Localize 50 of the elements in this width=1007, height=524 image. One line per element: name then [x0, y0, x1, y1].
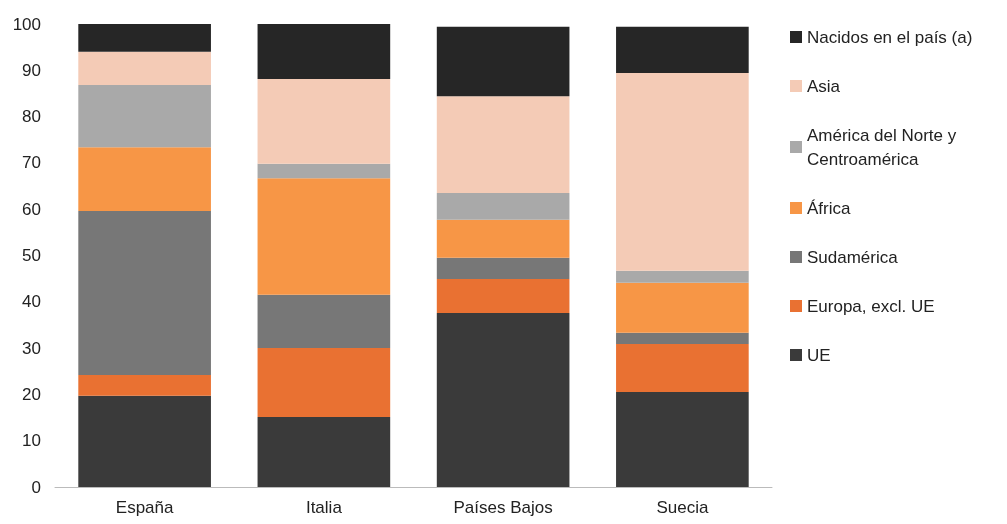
legend-label: Sudamérica [807, 247, 899, 267]
bar [78, 51, 211, 86]
bar [257, 163, 391, 179]
bar [78, 24, 211, 52]
y-tick-label: 100 [12, 14, 41, 34]
bar [257, 79, 391, 164]
bar [436, 279, 570, 313]
bar [436, 312, 570, 487]
bar [616, 343, 749, 393]
legend-label: Europa, excl. UE [807, 296, 935, 316]
bar [257, 178, 391, 295]
bar [616, 270, 749, 283]
y-tick-label: 40 [22, 292, 41, 312]
bar [616, 73, 749, 271]
y-tick-label: 60 [22, 199, 41, 219]
legend-label: Nacidos en el país (a) [807, 27, 973, 47]
y-tick-label: 90 [22, 60, 41, 80]
bar [257, 24, 391, 80]
bar [78, 147, 211, 212]
y-tick-label: 50 [22, 246, 41, 265]
legend-label: África [807, 198, 851, 218]
bar [78, 85, 211, 148]
y-tick-label: 10 [22, 431, 41, 451]
x-tick-label: España [115, 498, 174, 517]
bar [78, 374, 211, 396]
bar [78, 211, 211, 375]
bar [78, 395, 211, 487]
bar [436, 96, 570, 193]
bar [436, 219, 570, 258]
bar [257, 417, 391, 487]
y-tick-label: 0 [31, 477, 41, 497]
bar [257, 294, 391, 349]
legend-label: Asia [807, 76, 841, 96]
x-tick-label: Suecia [656, 498, 709, 517]
bar [436, 193, 570, 220]
y-tick-label: 70 [22, 153, 41, 173]
bar [616, 26, 749, 74]
bar [616, 392, 749, 487]
bar [616, 282, 749, 333]
legend-label: América del Norte y Centroamérica [807, 125, 961, 169]
x-tick-label: Países Bajos [453, 498, 553, 517]
bar [257, 348, 391, 418]
y-tick-label: 80 [22, 107, 41, 127]
bar [616, 332, 749, 344]
legend-label: UE [807, 345, 831, 365]
bar [436, 26, 570, 97]
bar [436, 257, 570, 280]
y-tick-label: 20 [22, 384, 41, 404]
x-tick-label: Italia [305, 498, 343, 517]
y-tick-label: 30 [22, 338, 41, 358]
